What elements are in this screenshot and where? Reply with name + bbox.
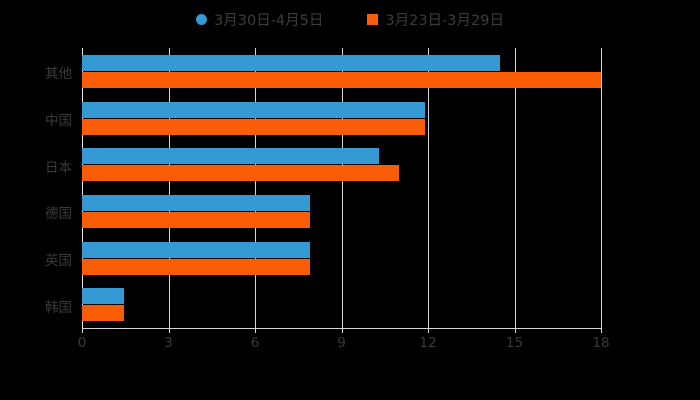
x-tick-mark <box>255 328 256 333</box>
bar-group <box>82 148 601 182</box>
y-axis-label: 英国 <box>45 253 72 269</box>
y-axis-label: 中国 <box>45 113 72 129</box>
bar-group <box>82 54 601 88</box>
bar-group <box>82 194 601 228</box>
bar[interactable] <box>82 101 426 118</box>
bar[interactable] <box>82 194 310 211</box>
x-tick-label: 3 <box>164 335 173 351</box>
x-tick-label: 18 <box>592 335 610 351</box>
bar-group <box>82 288 601 322</box>
chart-legend: 3月30日-4月5日 3月23日-3月29日 <box>0 6 700 32</box>
x-tick-mark <box>514 328 516 333</box>
bar[interactable] <box>82 241 310 258</box>
x-tick-mark <box>168 328 170 333</box>
gridline-3 <box>168 48 170 328</box>
bar[interactable] <box>82 211 310 228</box>
x-tick-label: 6 <box>250 335 260 351</box>
y-axis-label: 其他 <box>45 66 72 83</box>
x-tick-label: 9 <box>337 335 346 351</box>
gridline-15 <box>514 48 516 328</box>
bar[interactable] <box>82 305 124 322</box>
gridline-6 <box>255 48 256 328</box>
bar[interactable] <box>82 288 124 305</box>
bar[interactable] <box>82 118 426 135</box>
gridline-9 <box>341 48 343 328</box>
x-tick-mark <box>82 328 83 333</box>
bar[interactable] <box>82 71 601 88</box>
x-tick-label: 12 <box>419 335 437 351</box>
bar-group <box>82 241 601 275</box>
x-tick-mark <box>428 328 429 333</box>
legend-marker-circle-icon <box>196 13 208 25</box>
gridline-0 <box>82 48 83 328</box>
legend-label-series-1: 3月30日-4月5日 <box>214 12 324 29</box>
legend-entry-series-2[interactable]: 3月23日-3月29日 <box>367 9 504 30</box>
gridline-12 <box>428 48 429 328</box>
bar[interactable] <box>82 258 310 275</box>
y-axis-label: 日本 <box>45 159 72 176</box>
legend-marker-square-icon <box>367 13 379 25</box>
x-tick-mark <box>601 328 602 333</box>
bar[interactable] <box>82 148 379 165</box>
gridline-18 <box>601 48 602 328</box>
x-tick-label: 15 <box>505 335 524 351</box>
bar[interactable] <box>82 165 400 182</box>
y-axis-label: 韩国 <box>45 299 72 316</box>
x-tick-label: 0 <box>77 335 87 351</box>
bar[interactable] <box>82 54 501 71</box>
legend-label-series-2: 3月23日-3月29日 <box>385 12 504 29</box>
legend-entry-series-1[interactable]: 3月30日-4月5日 <box>196 9 323 30</box>
x-tick-mark <box>341 328 343 333</box>
plot-area <box>82 48 602 328</box>
y-axis-label: 德国 <box>45 206 72 223</box>
bar-group <box>82 101 601 135</box>
